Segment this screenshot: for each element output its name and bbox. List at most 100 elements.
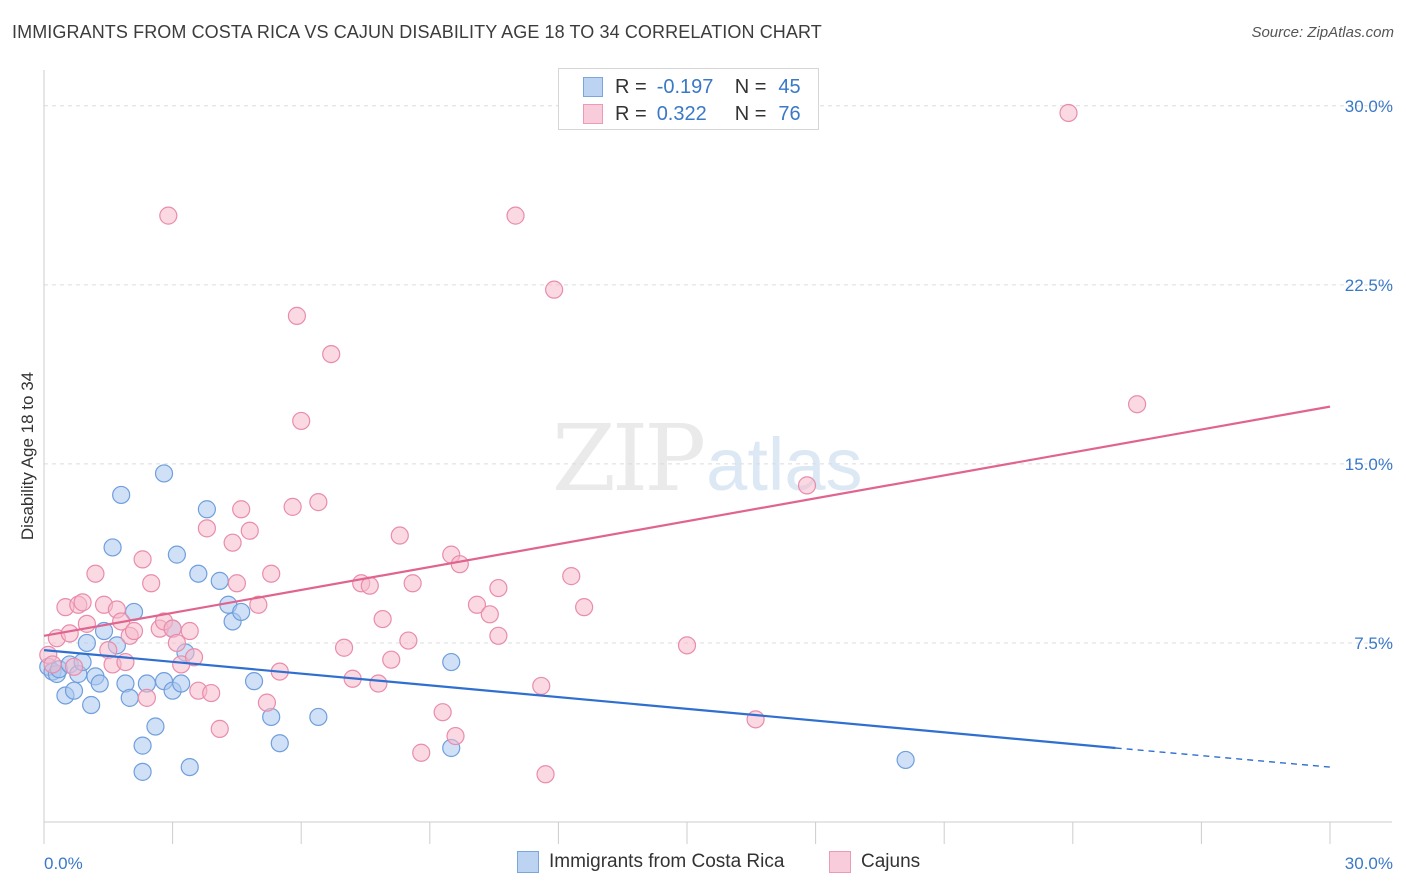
point-cajuns bbox=[446, 726, 465, 746]
legend-n-label: N = bbox=[734, 102, 767, 125]
point-costa-rica bbox=[112, 485, 131, 505]
point-costa-rica bbox=[172, 674, 191, 693]
point-cajuns bbox=[390, 526, 409, 545]
point-cajuns bbox=[223, 533, 242, 552]
point-cajuns bbox=[562, 567, 581, 586]
series-legend-costa-rica: Immigrants from Costa Rica bbox=[517, 851, 784, 873]
point-cajuns bbox=[1127, 395, 1147, 414]
point-costa-rica bbox=[90, 674, 109, 693]
point-costa-rica bbox=[77, 633, 96, 653]
point-costa-rica bbox=[133, 736, 152, 755]
point-cajuns bbox=[184, 648, 204, 667]
point-cajuns bbox=[450, 555, 469, 574]
trendline-costa-rica-extension bbox=[1115, 747, 1331, 768]
y-tick-label: 30.0% bbox=[1345, 97, 1393, 116]
chart-title: IMMIGRANTS FROM COSTA RICA VS CAJUN DISA… bbox=[12, 22, 822, 42]
point-cajuns bbox=[575, 598, 594, 617]
trendline-costa-rica bbox=[43, 649, 1116, 750]
point-cajuns bbox=[797, 476, 817, 495]
point-cajuns bbox=[60, 624, 79, 643]
point-cajuns bbox=[532, 676, 551, 696]
point-cajuns bbox=[124, 621, 144, 641]
point-cajuns bbox=[1059, 103, 1078, 123]
point-cajuns bbox=[232, 500, 251, 519]
point-costa-rica bbox=[120, 688, 139, 707]
point-cajuns bbox=[489, 626, 508, 645]
x-tick-label: 30.0% bbox=[1345, 854, 1393, 873]
legend-n-value-cajuns: 76 bbox=[778, 102, 801, 125]
series-swatch-blue bbox=[517, 851, 539, 873]
point-costa-rica bbox=[146, 717, 165, 736]
point-costa-rica bbox=[64, 681, 84, 700]
point-cajuns bbox=[137, 688, 156, 707]
point-cajuns bbox=[142, 574, 161, 593]
point-cajuns bbox=[480, 605, 499, 624]
point-costa-rica bbox=[189, 564, 208, 583]
point-cajuns bbox=[73, 593, 92, 612]
point-costa-rica bbox=[210, 571, 229, 590]
point-cajuns bbox=[545, 280, 564, 299]
legend-r-value-cajuns: 0.322 bbox=[656, 102, 707, 125]
point-costa-rica bbox=[244, 672, 264, 691]
point-cajuns bbox=[309, 493, 328, 512]
point-cajuns bbox=[197, 519, 216, 538]
point-costa-rica bbox=[154, 464, 174, 483]
point-cajuns bbox=[227, 574, 246, 593]
point-cajuns bbox=[746, 710, 765, 729]
legend-n-value-costa-rica: 45 bbox=[778, 75, 801, 98]
legend-row-costa-rica: R = -0.197 N = 45 bbox=[583, 75, 801, 99]
point-cajuns bbox=[210, 719, 229, 738]
legend-swatch-pink bbox=[583, 104, 603, 124]
point-cajuns bbox=[433, 703, 452, 722]
point-cajuns bbox=[334, 638, 354, 657]
legend-r-label: R = bbox=[615, 75, 647, 98]
series-legend-cajuns: Cajuns bbox=[829, 851, 920, 873]
y-tick-label: 22.5% bbox=[1345, 276, 1393, 295]
legend-row-cajuns: R = 0.322 N = 76 bbox=[583, 102, 801, 126]
point-costa-rica bbox=[442, 652, 461, 672]
y-tick-label: 7.5% bbox=[1354, 634, 1393, 653]
point-cajuns bbox=[292, 411, 311, 431]
y-axis-label: Disability Age 18 to 34 bbox=[18, 371, 37, 541]
trendline-cajuns bbox=[43, 405, 1331, 637]
point-costa-rica bbox=[180, 757, 199, 777]
legend-r-label: R = bbox=[615, 102, 647, 125]
point-cajuns bbox=[43, 655, 62, 674]
point-cajuns bbox=[180, 621, 199, 641]
point-costa-rica bbox=[896, 750, 915, 770]
point-cajuns bbox=[467, 595, 487, 614]
point-cajuns bbox=[133, 550, 152, 569]
point-cajuns bbox=[240, 521, 259, 540]
legend-n-label: N = bbox=[734, 75, 767, 98]
point-cajuns bbox=[283, 497, 302, 516]
point-cajuns bbox=[373, 609, 392, 629]
series-name-cajuns: Cajuns bbox=[861, 851, 921, 872]
point-costa-rica bbox=[232, 602, 251, 622]
point-cajuns bbox=[86, 564, 105, 583]
point-cajuns bbox=[536, 765, 555, 784]
legend-r-value-costa-rica: -0.197 bbox=[656, 75, 714, 98]
point-cajuns bbox=[257, 693, 277, 712]
point-cajuns bbox=[322, 344, 341, 364]
point-costa-rica bbox=[103, 538, 122, 557]
point-cajuns bbox=[399, 631, 418, 650]
legend-swatch-blue bbox=[583, 77, 603, 97]
point-cajuns bbox=[167, 633, 186, 653]
correlation-legend: R = -0.197 N = 45 R = 0.322 N = 76 bbox=[558, 68, 819, 130]
point-cajuns bbox=[369, 674, 388, 693]
point-cajuns bbox=[159, 206, 178, 225]
point-cajuns bbox=[64, 657, 84, 676]
point-costa-rica bbox=[197, 500, 216, 519]
series-swatch-pink bbox=[829, 851, 851, 873]
y-tick-label: 15.0% bbox=[1345, 455, 1393, 474]
point-cajuns bbox=[412, 743, 431, 762]
point-cajuns bbox=[489, 578, 508, 598]
point-cajuns bbox=[287, 306, 307, 325]
source-label: Source: ZipAtlas.com bbox=[1251, 24, 1394, 41]
point-cajuns bbox=[403, 574, 422, 593]
point-cajuns bbox=[262, 564, 281, 583]
point-costa-rica bbox=[82, 695, 101, 715]
point-cajuns bbox=[506, 206, 525, 225]
point-costa-rica bbox=[309, 707, 328, 727]
